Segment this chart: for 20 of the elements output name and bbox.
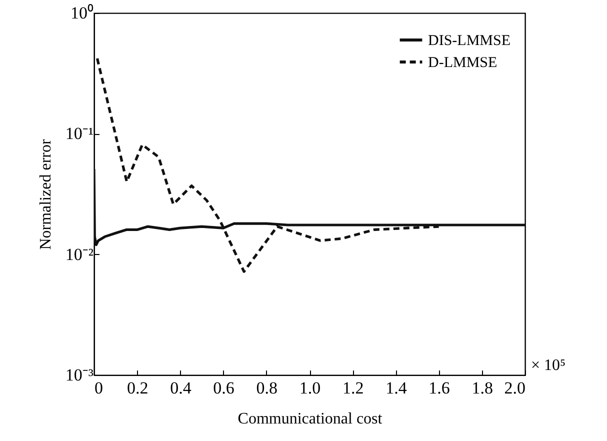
legend-label: DIS-LMMSE: [428, 33, 511, 49]
x-tick-label: 0.2: [126, 378, 148, 398]
x-tick-label: 1.8: [472, 378, 494, 398]
x-tick-label: 1.4: [386, 378, 408, 398]
y-tick-label: 10⁻¹: [65, 124, 94, 144]
y-tick-label: 10⁻²: [65, 244, 94, 264]
y-tick-label: 10⁻³: [65, 366, 94, 384]
text: × 10⁵: [531, 357, 566, 374]
legend-label: D-LMMSE: [428, 55, 498, 71]
x-tick-label: 0.4: [170, 378, 192, 398]
x-tick-label: 0.6: [213, 378, 234, 398]
x-tick-label: 1.2: [342, 378, 364, 398]
x-tick-label: 0.8: [256, 378, 278, 398]
x-tick-label: 1.0: [299, 378, 321, 398]
y-axis-title: Normalized error: [37, 138, 54, 250]
y-tick-label: 10⁰: [70, 4, 94, 22]
x-axis-title: Communicational cost: [238, 410, 383, 428]
x-tick-label: 0: [94, 378, 103, 398]
x-tick-label: 1.6: [428, 378, 450, 398]
x-tick-label: 2.0: [504, 378, 526, 398]
